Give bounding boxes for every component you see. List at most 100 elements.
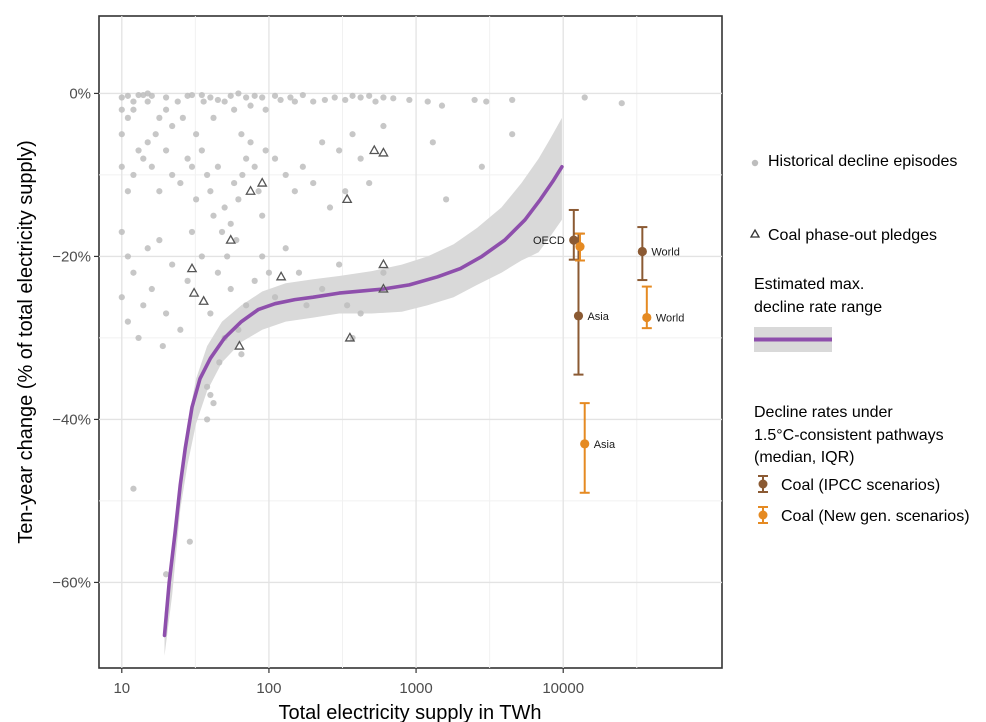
- historical-decline-point: [184, 155, 191, 162]
- pledge-points-layer: [186, 144, 389, 350]
- historical-decline-point: [251, 277, 258, 284]
- historical-decline-point: [443, 196, 450, 203]
- historical-decline-point: [259, 253, 266, 260]
- historical-decline-point: [124, 114, 131, 121]
- legend: Historical decline episodes Coal phase-o…: [749, 153, 970, 525]
- historical-decline-point: [331, 94, 338, 101]
- pathway-point-label: World: [656, 313, 685, 325]
- historical-decline-point: [152, 131, 159, 138]
- historical-decline-point: [282, 171, 289, 179]
- historical-decline-point: [204, 171, 211, 179]
- historical-decline-point: [144, 139, 151, 146]
- coal-pledge-point: [256, 177, 268, 187]
- historical-decline-point: [174, 98, 181, 105]
- historical-decline-point: [193, 196, 200, 203]
- historical-decline-point: [380, 122, 387, 130]
- historical-decline-point: [162, 571, 170, 578]
- historical-decline-point: [295, 269, 303, 276]
- historical-decline-point: [321, 96, 328, 104]
- historical-decline-point: [227, 92, 234, 99]
- historical-decline-point: [221, 204, 228, 211]
- historical-decline-point: [118, 94, 125, 101]
- legend-max-rate-label-2: decline rate range: [754, 299, 882, 316]
- historical-decline-point: [231, 179, 238, 187]
- historical-decline-point: [509, 96, 516, 104]
- estimated-max-decline-curve: [162, 165, 564, 638]
- historical-decline-point: [342, 96, 349, 104]
- historical-decline-point: [238, 131, 245, 138]
- historical-decline-point: [118, 228, 125, 236]
- historical-decline-point: [271, 294, 279, 301]
- historical-decline-point: [319, 139, 326, 146]
- historical-decline-point: [198, 253, 205, 260]
- historical-decline-point: [124, 253, 131, 260]
- historical-decline-point: [124, 92, 131, 99]
- historical-decline-point: [251, 92, 258, 99]
- historical-decline-point: [344, 302, 351, 309]
- historical-decline-point: [336, 147, 343, 154]
- historical-decline-point: [357, 94, 364, 101]
- historical-decline-point: [299, 91, 306, 99]
- historical-decline-point: [255, 188, 262, 195]
- historical-decline-point: [186, 538, 193, 545]
- historical-decline-point: [188, 228, 196, 236]
- historical-decline-point: [207, 188, 214, 195]
- coal-pledge-point: [378, 147, 389, 157]
- pathway-point-label: Asia: [594, 439, 616, 451]
- historical-decline-point: [235, 196, 242, 203]
- historical-decline-point: [214, 96, 222, 104]
- historical-decline-point: [277, 96, 284, 104]
- pathway-point-label: OECD: [533, 235, 565, 247]
- historical-decline-point: [148, 285, 155, 293]
- historical-decline-point: [135, 91, 142, 99]
- historical-decline-point: [130, 106, 137, 113]
- coal-pledge-point: [378, 283, 389, 293]
- x-tick-label: 1000: [399, 680, 432, 697]
- historical-decline-point: [243, 94, 250, 101]
- legend-ipcc-marker: [758, 475, 768, 493]
- historical-decline-point: [438, 102, 446, 109]
- historical-decline-point: [291, 188, 298, 195]
- historical-decline-point: [130, 171, 137, 179]
- historical-decline-point: [303, 302, 310, 309]
- historical-decline-point: [380, 269, 387, 276]
- historical-decline-point: [162, 106, 170, 113]
- historical-decline-point: [210, 212, 217, 219]
- x-tick-labels: 10 100 1000 10000: [113, 668, 584, 697]
- historical-decline-point: [429, 139, 436, 146]
- historical-decline-point: [471, 96, 478, 104]
- historical-decline-point: [118, 163, 125, 170]
- historical-decline-point: [221, 98, 228, 105]
- pathway-point-label: World: [651, 247, 680, 259]
- historical-decline-point: [357, 155, 364, 162]
- historical-decline-point: [243, 302, 250, 309]
- historical-decline-point: [406, 96, 413, 104]
- historical-decline-point: [148, 92, 155, 99]
- historical-decline-point: [210, 400, 217, 407]
- coal-pledge-point: [341, 193, 353, 204]
- historical-decline-point: [224, 253, 231, 260]
- historical-decline-point: [177, 326, 184, 333]
- historical-decline-point: [390, 95, 397, 102]
- historical-decline-point: [336, 261, 343, 268]
- historical-decline-point: [247, 102, 254, 109]
- historical-decline-point: [179, 114, 186, 121]
- historical-decline-point: [319, 285, 326, 293]
- legend-pathways-title-2: 1.5°C-consistent pathways: [754, 427, 944, 444]
- x-tick-label: 100: [256, 680, 281, 697]
- historical-decline-point: [262, 106, 269, 113]
- historical-decline-point: [366, 179, 373, 187]
- historical-decline-point: [118, 131, 125, 138]
- historical-decline-point: [259, 212, 266, 219]
- legend-pledge-label: Coal phase-out pledges: [768, 227, 937, 244]
- legend-pathways-title-1: Decline rates under: [754, 404, 893, 421]
- pathway-median-point: [637, 246, 647, 257]
- historical-decline-point: [349, 92, 356, 99]
- historical-decline-point: [204, 416, 211, 423]
- legend-pathways-title-3: (median, IQR): [754, 449, 854, 466]
- pathway-median-point: [580, 439, 590, 449]
- coal-pledge-point: [368, 144, 380, 155]
- historical-decline-point: [310, 179, 317, 187]
- historical-decline-point: [198, 91, 205, 99]
- coal-pledge-point: [275, 270, 287, 281]
